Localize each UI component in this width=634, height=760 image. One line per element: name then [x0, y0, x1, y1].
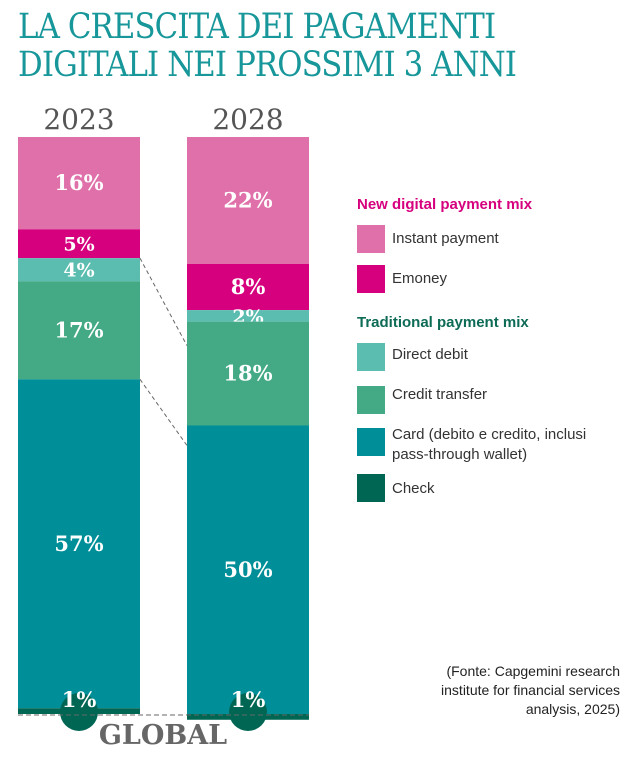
- data-label-2023-2: 4%: [63, 260, 94, 282]
- legend-group-traditional: Traditional payment mix: [357, 314, 529, 331]
- data-label-2023-4: 57%: [54, 531, 103, 556]
- legend-swatch-credit-transfer: [357, 386, 385, 414]
- data-label-2028-1: 8%: [231, 274, 266, 299]
- legend-label-emoney: Emoney: [392, 270, 448, 287]
- bar-segment-2028-2: [187, 310, 309, 322]
- bar-segment-2023-1: [18, 229, 140, 259]
- bar-segment-2028-3: [187, 321, 309, 426]
- check-label-circle-2023: [60, 693, 98, 731]
- title-line-1: LA CRESCITA DEI PAGAMENTI: [18, 7, 496, 47]
- source-line-2: institute for financial services: [441, 682, 620, 698]
- data-label-2023-3: 17%: [54, 317, 103, 342]
- source-note: (Fonte: Capgemini research institute for …: [441, 662, 620, 719]
- legend-swatch-card: [357, 428, 385, 456]
- x-axis-label: GLOBAL: [99, 720, 227, 751]
- bar-segment-2028-1: [187, 263, 309, 311]
- connector-line-lower: [139, 379, 188, 446]
- legend-label-instant: Instant payment: [392, 230, 499, 247]
- legend-label-card-line1: Card (debito e credito, inclusi: [392, 426, 587, 443]
- legend-label-check: Check: [392, 480, 435, 497]
- legend-label-credit-transfer: Credit transfer: [392, 386, 488, 403]
- check-label-circle-2028: [229, 693, 267, 731]
- legend-swatch-instant: [357, 225, 385, 253]
- legend-group-digital: New digital payment mix: [357, 196, 533, 213]
- bar-segment-2023-2: [18, 258, 140, 282]
- bar-segment-2023-4: [18, 379, 140, 709]
- bar-segment-2028-4: [187, 425, 309, 714]
- legend-label-direct-debit: Direct debit: [392, 346, 468, 363]
- legend-swatch-direct-debit: [357, 343, 385, 371]
- data-label-2028-0: 22%: [223, 187, 272, 212]
- year-label-2028: 2028: [212, 103, 283, 136]
- year-label-2023: 2023: [43, 103, 114, 136]
- connector-line-upper: [139, 257, 188, 346]
- source-line-1: (Fonte: Capgemini research: [446, 663, 620, 679]
- data-label-2023-1: 5%: [63, 234, 94, 256]
- legend-label-card-line2: pass-through wallet): [392, 446, 528, 463]
- legend-swatch-emoney: [357, 265, 385, 293]
- data-label-2028-4: 50%: [223, 557, 272, 582]
- source-line-3: analysis, 2025): [525, 701, 620, 717]
- data-label-2023-0: 16%: [54, 170, 103, 195]
- bar-segment-2023-3: [18, 281, 140, 380]
- data-label-2028-5: 1%: [231, 687, 266, 712]
- data-label-2023-5: 1%: [62, 687, 97, 712]
- bar-segment-2023-0: [18, 137, 140, 230]
- data-label-2028-3: 18%: [223, 361, 272, 386]
- legend-label-card: Card (debito e credito, inclusi pass-thro…: [392, 425, 586, 465]
- title-line-2: DIGITALI NEI PROSSIMI 3 ANNI: [18, 45, 517, 85]
- legend-swatch-check: [357, 474, 385, 502]
- bar-segment-2028-0: [187, 137, 309, 264]
- chart-title: LA CRESCITA DEI PAGAMENTI DIGITALI NEI PR…: [18, 7, 517, 85]
